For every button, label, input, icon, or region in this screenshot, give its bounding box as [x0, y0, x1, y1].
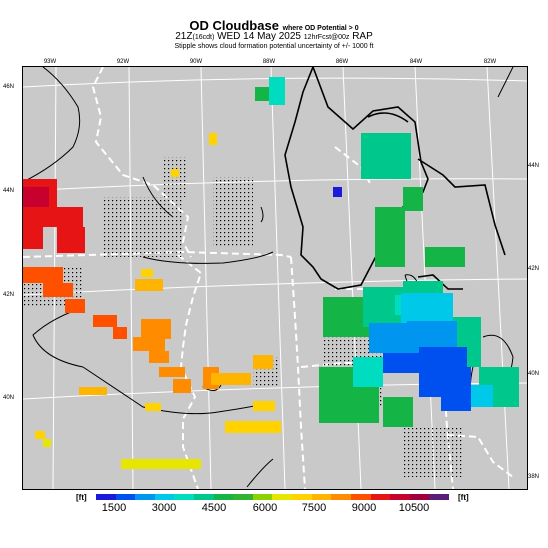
- lon-label-82w: 82W: [483, 59, 497, 65]
- colorbar-swatch: [272, 494, 293, 500]
- colorbar-swatch: [429, 494, 449, 500]
- cloudbase-map: [22, 66, 528, 490]
- colorbar-swatch: [174, 494, 195, 500]
- colorbar-swatch: [115, 494, 136, 500]
- lon-label-93w: 93W: [43, 59, 57, 65]
- colorbar-label-10500: 10500: [398, 502, 430, 514]
- colorbar-swatch: [213, 494, 234, 500]
- lat-label-left-44n: 44N: [3, 188, 15, 194]
- colorbar-swatch: [135, 494, 155, 500]
- colorbar-label-1500: 1500: [101, 502, 127, 514]
- lat-label-left-40n: 40N: [3, 395, 15, 401]
- lat-label-right-44n: 44N: [528, 163, 540, 169]
- latlon-grid: [23, 67, 527, 489]
- colorbar-swatch: [194, 494, 214, 500]
- colorbar: [96, 494, 449, 500]
- colorbar-label-9000: 9000: [351, 502, 377, 514]
- colorbar-swatch: [350, 494, 371, 500]
- colorbar-swatch: [252, 494, 273, 500]
- lon-label-90w: 90W: [189, 59, 203, 65]
- lat-label-right-42n: 42N: [528, 266, 540, 272]
- stipple-note: Stipple shows cloud formation potential …: [174, 43, 374, 50]
- lon-label-84w: 84W: [409, 59, 423, 65]
- lat-label-right-40n: 40N: [528, 371, 540, 377]
- colorbar-label-4500: 4500: [201, 502, 227, 514]
- colorbar-label-3000: 3000: [151, 502, 177, 514]
- colorbar-unit-left: [ft]: [76, 493, 87, 502]
- colorbar-label-6000: 6000: [252, 502, 278, 514]
- colorbar-swatch: [96, 494, 116, 500]
- valid-time-line: 21Z(16cdt) WED 14 May 2025 12hrFcst@00z …: [175, 31, 373, 42]
- colorbar-label-7500: 7500: [301, 502, 327, 514]
- colorbar-swatch: [292, 494, 312, 500]
- lat-label-right-38n: 38N: [528, 474, 540, 480]
- colorbar-swatch: [390, 494, 410, 500]
- map-title: OD Cloudbase where OD Potential > 0: [189, 18, 359, 33]
- lon-label-86w: 86W: [335, 59, 349, 65]
- colorbar-swatch: [311, 494, 332, 500]
- map-canvas: [23, 67, 527, 489]
- colorbar-swatch: [409, 494, 430, 500]
- cloudbase-cells: [23, 77, 519, 469]
- lon-label-88w: 88W: [262, 59, 276, 65]
- colorbar-swatch: [154, 494, 175, 500]
- lat-label-left-46n: 46N: [3, 84, 15, 90]
- colorbar-swatch: [331, 494, 351, 500]
- lon-label-92w: 92W: [116, 59, 130, 65]
- colorbar-swatch: [233, 494, 253, 500]
- colorbar-swatch: [370, 494, 391, 500]
- colorbar-unit-right: [ft]: [458, 493, 469, 502]
- lat-label-left-42n: 42N: [3, 292, 15, 298]
